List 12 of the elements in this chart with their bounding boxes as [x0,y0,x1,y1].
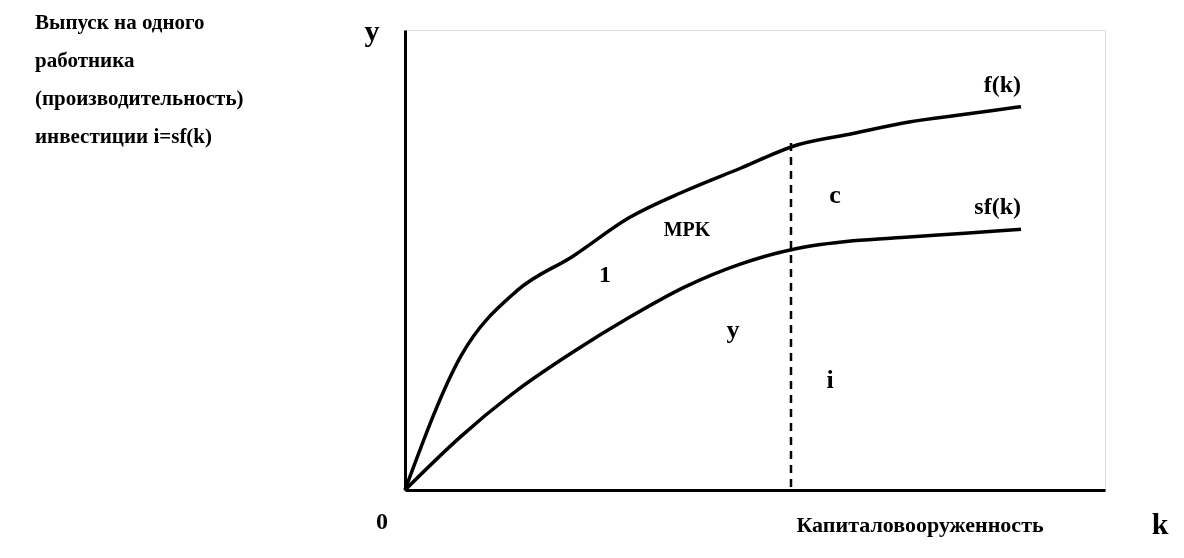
annotation: MPK [663,218,711,240]
series-label: f(k) [983,70,1021,97]
text: k [1151,507,1169,540]
annotation: i [826,365,834,394]
text: y [364,14,380,47]
annotation: y [726,315,740,344]
x-axis-title: Капиталовооруженность [796,512,1044,537]
annotation: c [829,180,841,209]
text: Выпуск на одного работника (производительность) инвестиции i=sf(k) [35,10,244,148]
text: 0 [376,508,388,534]
series-label: sf(k) [974,193,1021,220]
annotation: 1 [599,261,611,287]
